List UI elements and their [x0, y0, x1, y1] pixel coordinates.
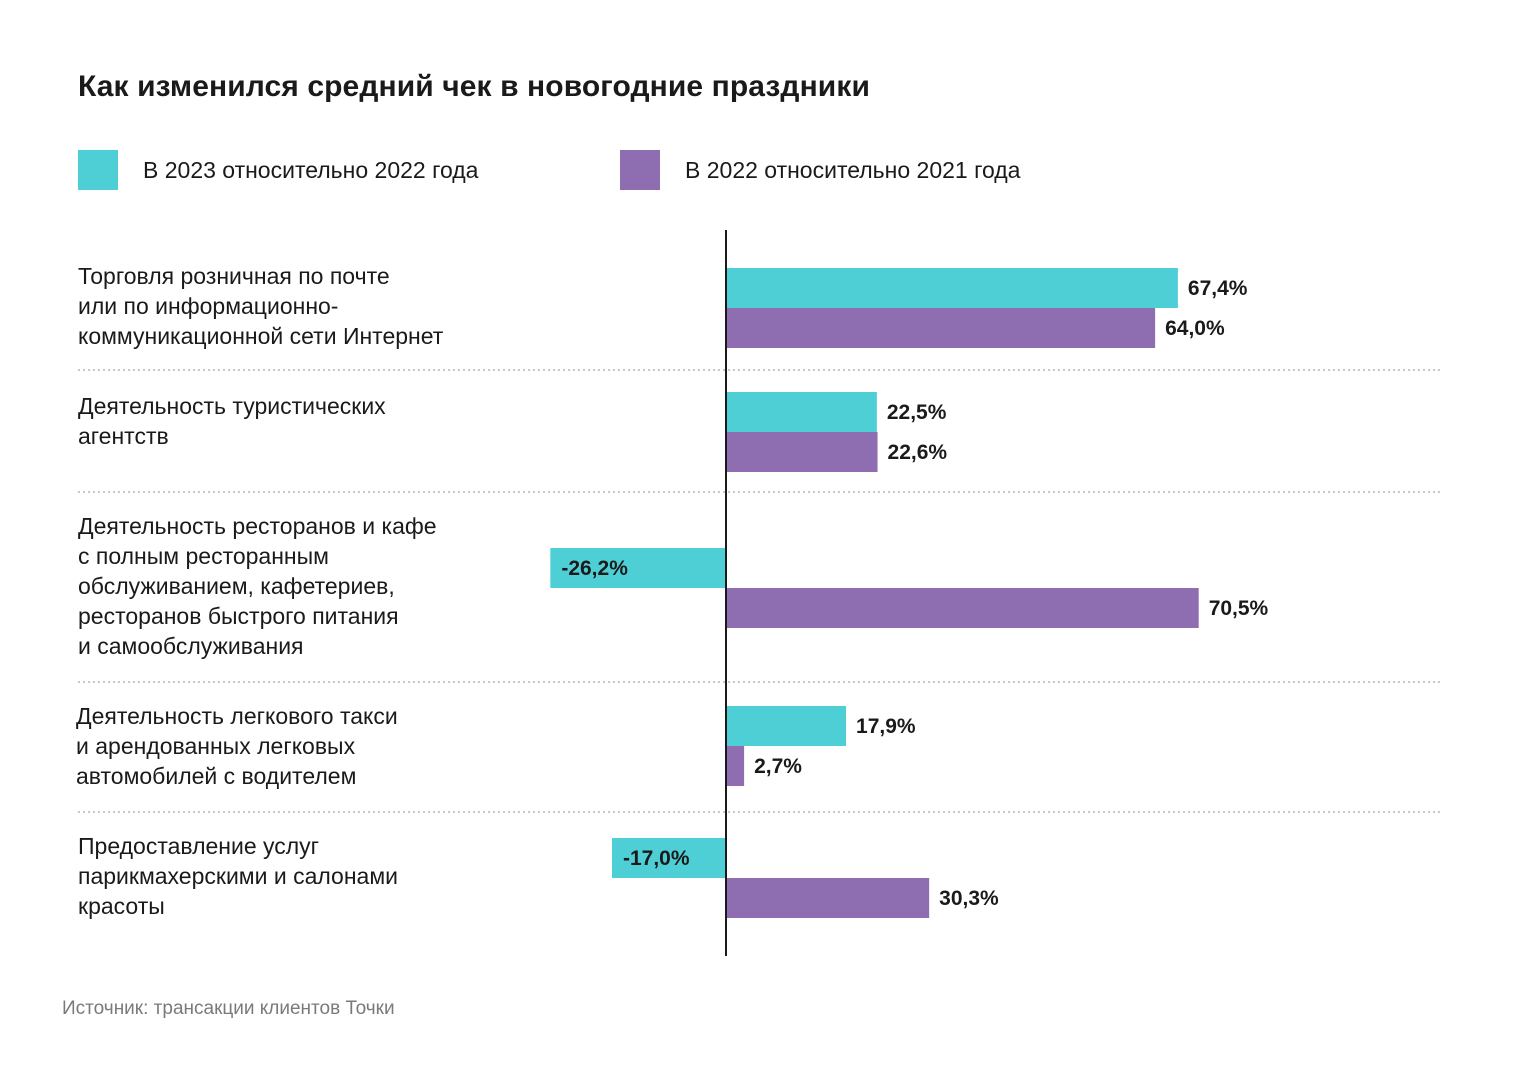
- data-label-series2-cat3: 70,5%: [1209, 597, 1269, 620]
- data-label-series2-cat1: 64,0%: [1165, 317, 1225, 340]
- category-label-beauty-salons: Предоставление услуг парикмахерскими и с…: [78, 833, 398, 919]
- data-label-series1-cat4: 17,9%: [856, 715, 916, 738]
- bar-series1-cat2: [726, 392, 877, 432]
- bar-series1-cat5: [612, 838, 726, 878]
- bar-series2-cat5: [726, 878, 930, 918]
- legend-swatch-2022: [620, 150, 660, 190]
- legend-swatch-2023: [78, 150, 118, 190]
- bar-series2-cat2: [726, 432, 878, 472]
- legend-label-2023: В 2023 относительно 2022 года: [143, 156, 479, 183]
- source-note: Источник: трансакции клиентов Точки: [62, 998, 395, 1019]
- category-label-restaurants: Деятельность ресторанов и кафе с полным …: [78, 513, 437, 659]
- bar-series1-cat3: [550, 548, 726, 588]
- bar-series1-cat4: [726, 706, 847, 746]
- data-label-series1-cat1: 67,4%: [1188, 277, 1248, 300]
- data-label-series2-cat5: 30,3%: [939, 887, 999, 910]
- data-label-series1-cat5: -17,0%: [623, 847, 690, 870]
- category-label-online-retail: Торговля розничная по почте или по инфор…: [78, 263, 444, 349]
- data-label-series1-cat2: 22,5%: [887, 401, 947, 424]
- data-label-series2-cat2: 22,6%: [888, 441, 948, 464]
- legend-item-2022: В 2022 относительно 2021 года: [620, 150, 1020, 190]
- legend-label-2022: В 2022 относительно 2021 года: [685, 156, 1021, 183]
- data-label-series2-cat4: 2,7%: [754, 755, 802, 778]
- chart-title: Как изменился средний чек в новогодние п…: [78, 70, 870, 103]
- data-label-series1-cat3: -26,2%: [561, 557, 628, 580]
- bar-series2-cat3: [726, 588, 1199, 628]
- bar-series1-cat1: [726, 268, 1178, 308]
- category-label-travel-agencies: Деятельность туристических агентств: [78, 393, 386, 449]
- category-label-taxi: Деятельность легкового такси и арендован…: [76, 703, 398, 789]
- bar-series2-cat4: [726, 746, 745, 786]
- legend-item-2023: В 2023 относительно 2022 года: [78, 150, 478, 190]
- bar-series2-cat1: [726, 308, 1156, 348]
